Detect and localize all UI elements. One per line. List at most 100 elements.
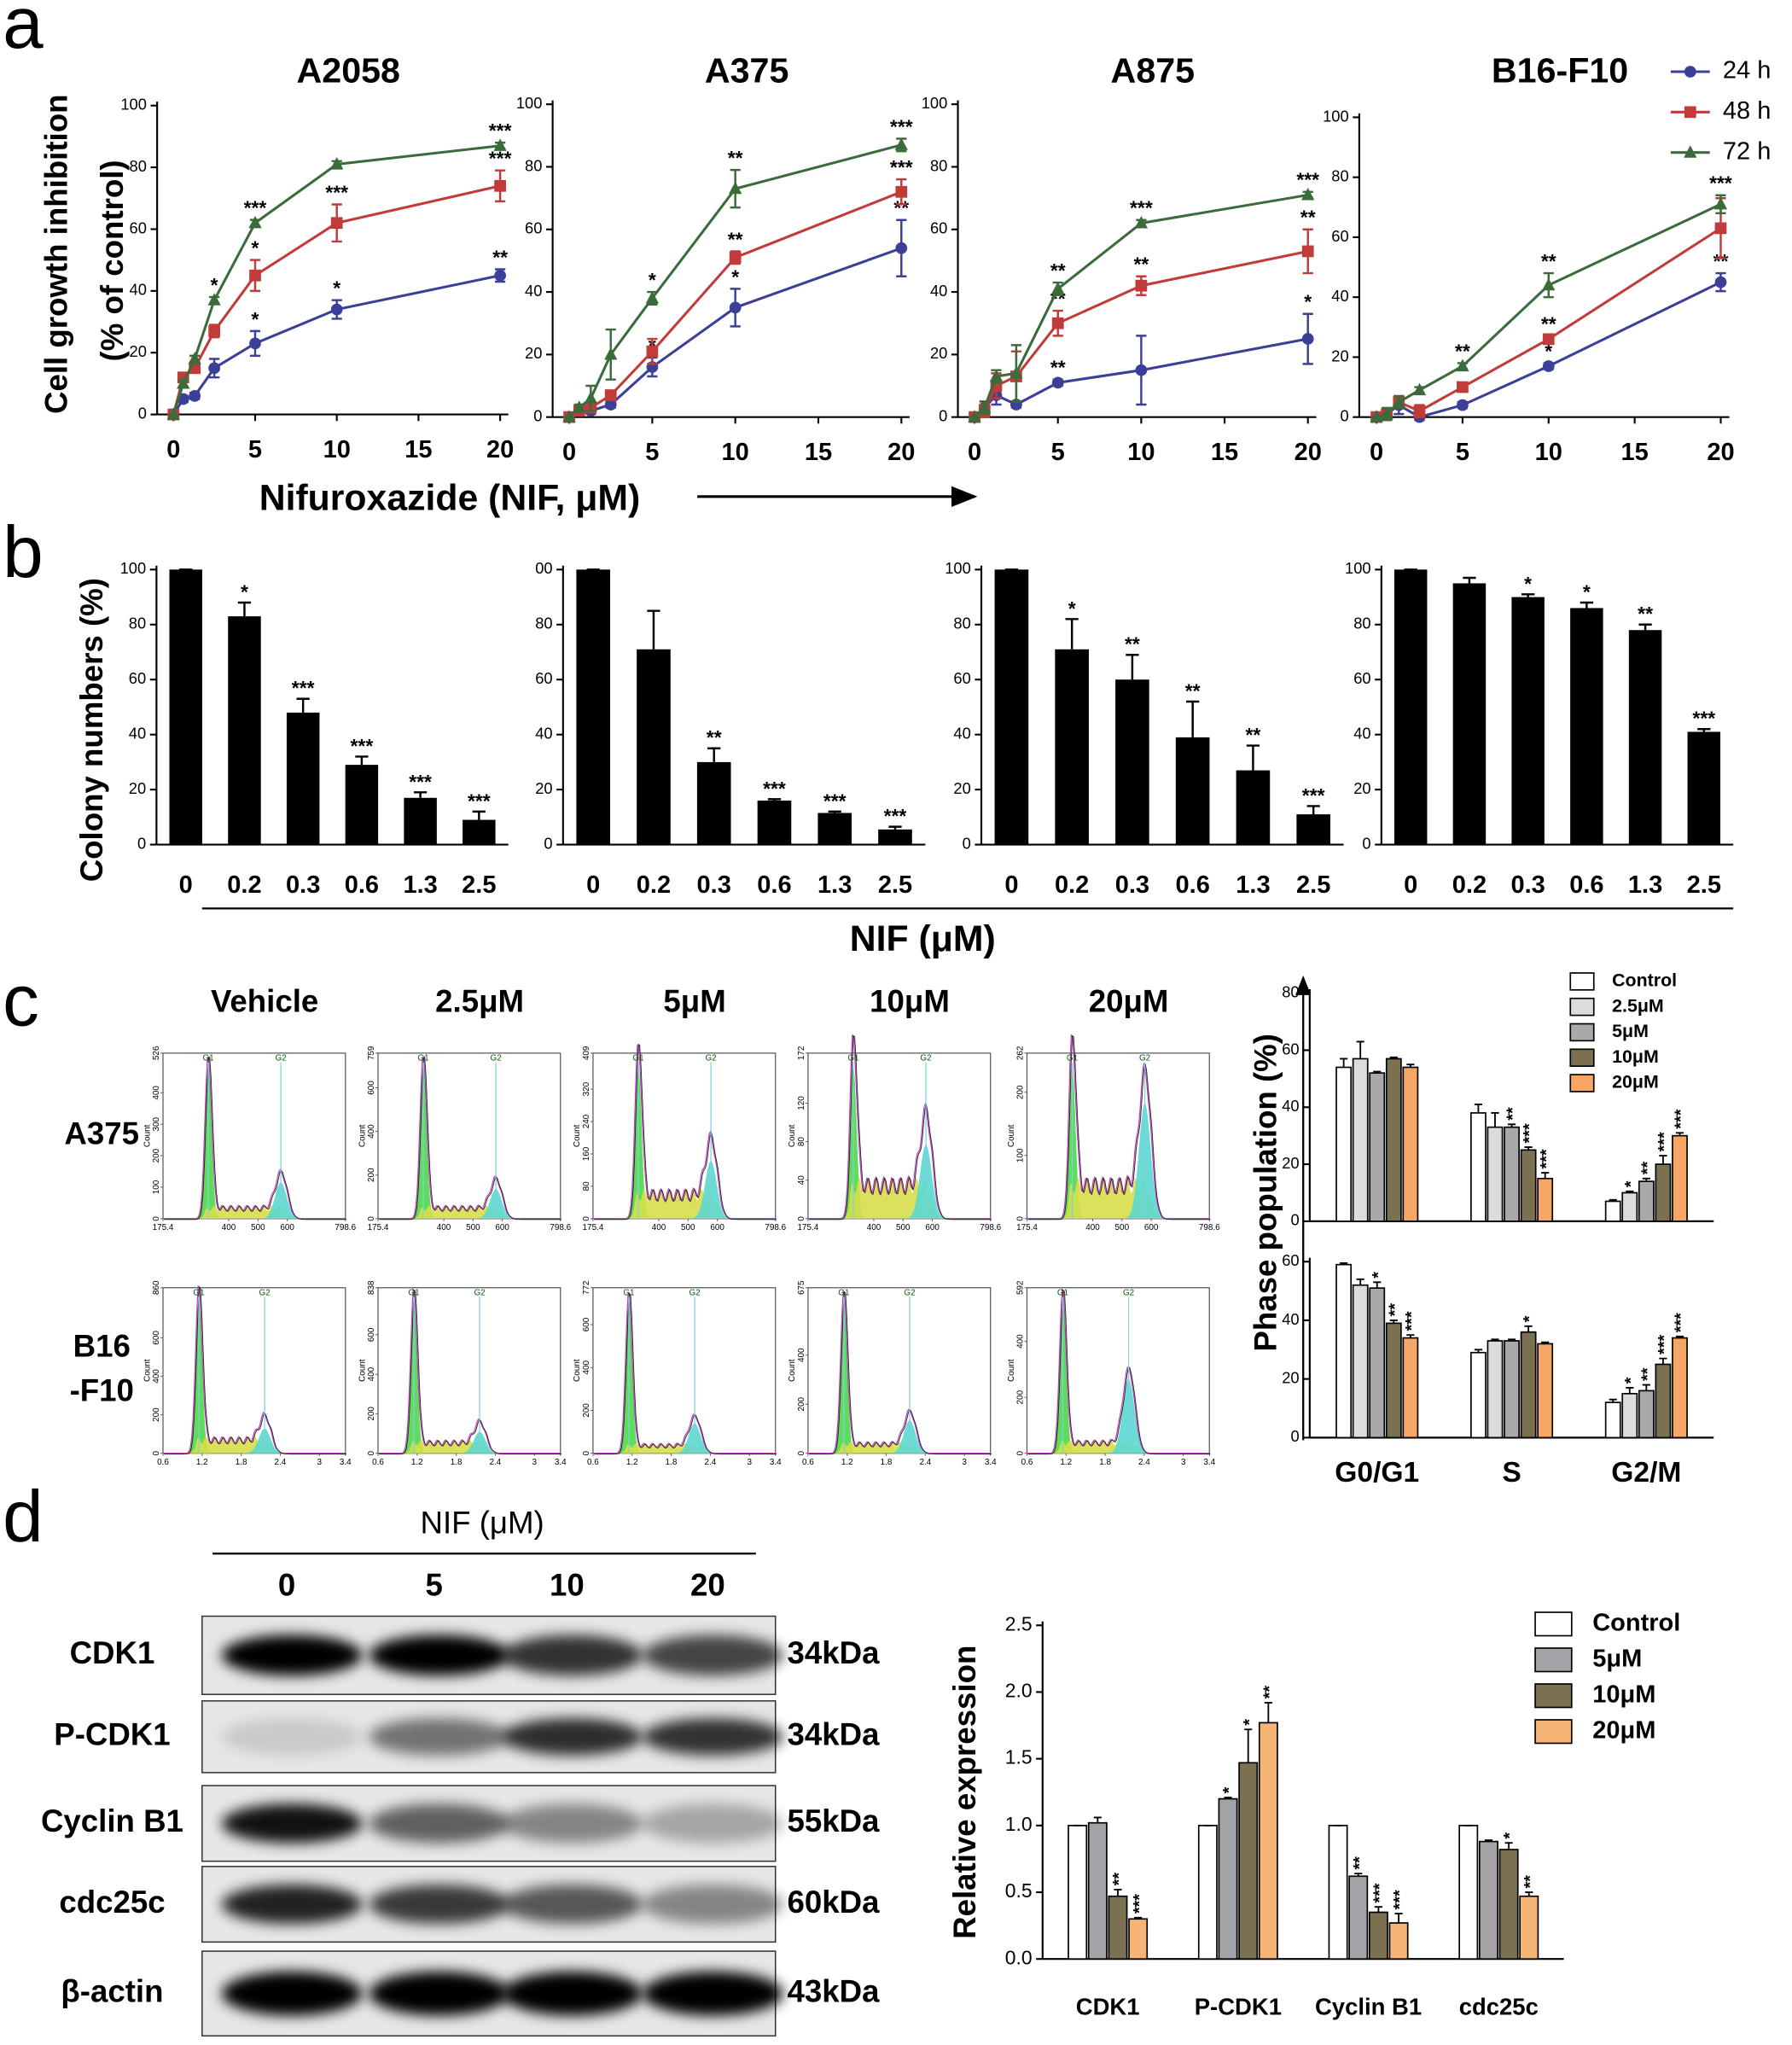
y-tick-label: 200 [152,1407,161,1422]
y-tick-label: 00 [535,559,552,577]
legend-swatch [1569,1048,1595,1067]
x-tick-label: 15 [1211,439,1238,466]
error-bar [1675,1335,1684,1338]
marker [1713,196,1728,210]
x-tick-label: 2.4 [1138,1458,1150,1467]
significance: ** [728,147,743,169]
panel-letter: c [3,961,39,1042]
marker [1135,279,1148,292]
fit-line [1027,1288,1210,1454]
y-tick-label: 0.5 [1005,1879,1033,1902]
x-tick-label: cdc25c [1459,1994,1539,2020]
band [642,1803,783,1844]
western-blot: 0 5 10 20 CDK1 34kDa P-CDK1 34kDa Cyclin B1 55kDa… [41,1568,880,2037]
x-tick-label: 3 [317,1458,323,1467]
bar [1335,1066,1353,1222]
error-bar [1642,1177,1650,1182]
significance: *** [890,115,913,137]
significance: ** [1504,1107,1522,1121]
data-line [379,1057,561,1221]
x-tick-label: 0 [1404,871,1417,899]
x-tick-label: 500 [896,1223,911,1232]
marker [729,301,742,314]
x-tick-label: 0.6 [757,871,791,899]
y-axis-label: Count [358,1359,367,1382]
marker [646,345,659,358]
significance: ** [1133,253,1149,276]
error-bar [1541,1172,1550,1179]
significance: * [1501,1832,1520,1839]
marker [1051,376,1064,389]
error-bar [1114,1888,1122,1896]
bar [1604,1401,1621,1439]
x-tick-label: 1.8 [881,1458,893,1467]
x-tick-label: 3.4 [770,1458,782,1467]
y-tick-label: 0 [152,1450,161,1455]
marker [604,389,617,401]
marker [207,293,221,306]
x-tick-label: 1.2 [626,1458,638,1467]
significance: ** [1125,633,1140,655]
bar [1348,1875,1369,1961]
error-bar [767,798,782,801]
legend-label: 72 h [1723,137,1771,165]
bar [1604,1200,1621,1222]
error-bar [1491,1338,1499,1341]
g2-area [377,1431,561,1454]
y-tick-label: 0 [1340,407,1348,425]
y-tick-label: 20 [129,779,146,797]
error-bar [1356,1278,1364,1285]
x-tick-label: 0 [968,439,981,466]
x-tick-label: 175.4 [798,1223,819,1232]
bar [1504,1126,1520,1222]
y-tick-label: 759 [367,1046,376,1060]
x-tick-label: 0.2 [1452,871,1487,899]
significance: *** [823,789,847,812]
significance: ** [1246,724,1261,746]
significance: *** [1130,1894,1149,1914]
marker [1457,399,1469,411]
y-tick-label: 100 [152,1180,161,1194]
error-bar [1373,1070,1382,1074]
x-tick-label: 2.5 [1687,871,1721,899]
error-bar [1580,601,1593,609]
legend-swatch [1534,1647,1573,1673]
fit-line [807,1034,991,1220]
significance: *** [1521,1123,1539,1143]
size-label: 34kDa [787,1635,880,1670]
error-bar [1126,654,1139,680]
marker [894,137,908,150]
marker [189,390,201,402]
chart-title: B16-F10 [1492,50,1628,90]
x-tick-label: 1.8 [666,1458,678,1467]
bar [696,761,731,845]
band [502,1971,643,2016]
significance: *** [489,148,512,170]
y-tick-label: 0 [367,1450,376,1455]
y-tick-label: 60 [129,669,146,687]
bar [878,829,912,845]
bar [1402,1066,1419,1222]
x-tick-label: 2.5 [462,871,496,899]
legend-swatch [1534,1611,1573,1637]
x-tick-label: 3.4 [985,1458,997,1467]
bar [1402,1337,1419,1439]
y-tick-label: 400 [582,1360,591,1374]
error-bar [828,810,841,813]
band [369,1803,510,1844]
blot-title: NIF (μM) [421,1505,544,1540]
x-tick-label: 400 [437,1223,451,1232]
y-tick-label: 80 [797,1137,806,1147]
y-tick-label: 860 [152,1280,161,1295]
column-title: 5μM [663,984,725,1019]
y-tick-label: 1.5 [1005,1746,1033,1768]
marker [249,337,261,350]
x-tick-label: 5 [1456,439,1469,466]
y-tick-label: 160 [582,1146,591,1161]
y-tick-label: 20 [535,779,552,797]
data-line [809,1291,992,1455]
gate-label: G2 [259,1288,271,1297]
y-tick-label: 592 [1015,1280,1025,1295]
marker [208,325,221,337]
y-axis-label: Count [143,1359,152,1382]
